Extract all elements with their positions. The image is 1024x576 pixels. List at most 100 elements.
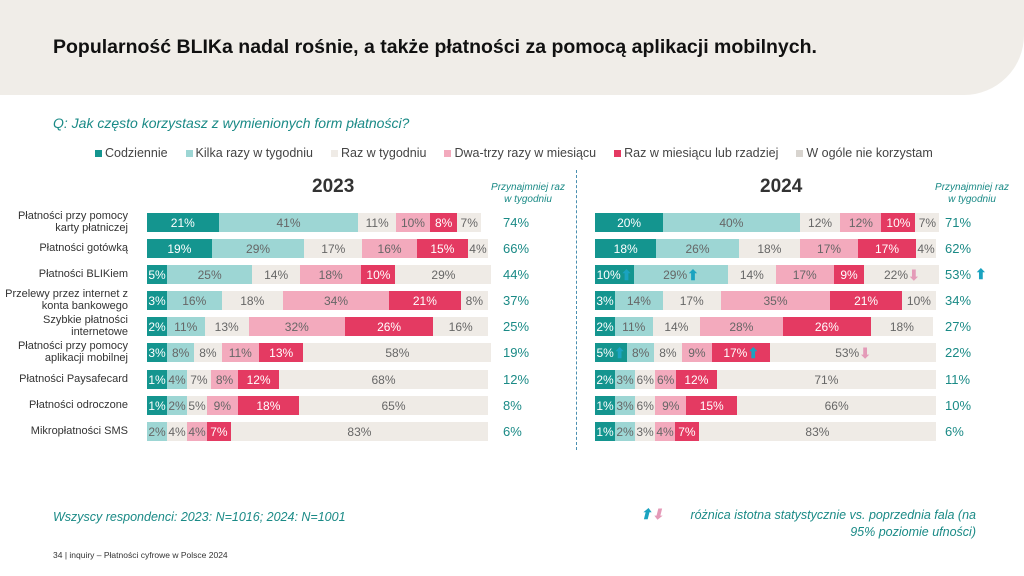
bar-segment: 20% [595,213,664,232]
page-footer: 34 | inquiry – Płatności cyfrowe w Polsc… [53,550,228,560]
segment-content: 11% [174,320,197,334]
segment-content: 65% [382,399,406,413]
bar-segment: 5% [147,265,167,284]
data-label: 19% [167,241,192,256]
weekly-value: 11% [945,372,1005,387]
segment-content: 9% [214,399,231,413]
bar-segment: 7% [207,422,231,441]
weekly-label: 19% [503,345,530,360]
year-2023-title: 2023 [312,176,355,197]
segment-content: 3% [616,399,633,413]
data-label: 40% [719,215,744,230]
segment-content: 12% [684,373,708,387]
data-label: 10% [906,293,931,308]
bar-segment: 58% [303,343,492,362]
segment-content: 41% [276,216,300,230]
data-label: 2% [148,424,166,439]
segment-content: 66% [825,399,849,413]
bar-segment: 10% [881,213,916,232]
segment-content: 10% [907,294,931,308]
segment-content: 8% [199,346,216,360]
data-label: 14% [264,267,289,282]
bar-segment: 40% [663,213,800,232]
arrow-up-icon: ⬆ [620,266,633,283]
segment-content: 28% [729,320,753,334]
segment-content: 5% [148,268,165,282]
segment-content: 13% [215,320,239,334]
segment-content: 18% [240,294,264,308]
weekly-value: 8% [503,398,563,413]
bar-segment: 16% [362,239,417,258]
weekly-label: 10% [945,398,972,413]
bar-segment: 5% [187,396,207,415]
data-label: 8% [215,372,234,387]
bar-segment: 26% [782,317,872,336]
segment-content: 18% [614,242,638,256]
bar-segment: 29% [211,239,305,258]
data-label: 11% [228,345,252,360]
segment-content: 21% [854,294,878,308]
page-title: Popularność BLIKa nadal rośnie, a także … [53,36,817,58]
weekly-value: 22% [945,345,1005,360]
bar-segment: 14% [615,291,663,310]
legend-item: Kilka razy w tygodniu [185,146,313,160]
stacked-bar: 1% 3% 6% 9% 15% 66% [595,396,936,415]
weekly-value: 6% [503,424,563,439]
segment-content: 1% [596,399,613,413]
data-label: 2% [148,319,166,334]
segment-content: 10% [886,216,910,230]
data-label: 8% [631,345,650,360]
category-label: Płatności Paysafecard [19,373,128,385]
stacked-bar: 1% 4% 7% 8% 12% 68% [147,370,488,389]
segment-content: 32% [285,320,309,334]
segment-content: 5% ⬆ [596,346,625,360]
segment-content: 17% [875,242,899,256]
legend-label: W ogóle nie korzystam [806,146,933,160]
data-label: 17% [874,241,900,256]
data-label: 18% [613,241,638,256]
segment-content: 14% [627,294,651,308]
bar-segment: 10% [901,291,936,310]
segment-content: 4% [656,425,673,439]
bar-segment: 4% [655,422,675,441]
data-label: 3% [148,345,166,360]
segment-content: 40% [719,216,743,230]
data-label: 7% [460,215,478,230]
segment-content: 3% [636,425,653,439]
bar-segment: 15% [416,239,468,258]
bar-segment: 6% [635,396,656,415]
weekly-value: 19% [503,345,563,360]
segment-content: 2% [168,399,185,413]
data-label: 11% [622,319,646,334]
legend-swatch [444,149,452,157]
bar-segment: 29% ⬆ [634,265,728,284]
segment-content: 9% [688,346,705,360]
segment-content: 4% [917,242,934,256]
segment-content: 16% [378,242,402,256]
segment-content: 7% [919,216,936,230]
bar-segment: 21% [830,291,902,310]
segment-content: 83% [347,425,371,439]
data-label: 5% [148,267,166,282]
stacked-bar: 3% 16% 18% 34% 21% 8% [147,291,488,310]
data-label: 3% [616,372,634,387]
weekly-value: 74% [503,215,563,230]
segment-content: 20% [617,216,641,230]
bar-segment: 10% ⬆ [595,265,634,284]
bar-segment: 83% [698,422,936,441]
weekly-label: 27% [945,319,972,334]
data-label: 68% [371,372,396,387]
data-label: 4% [656,424,674,439]
segment-content: 17% [680,294,704,308]
segment-content: 1% [148,399,165,413]
data-label: 6% [657,372,675,387]
weekly-value: 12% [503,372,563,387]
data-label: 9% [840,267,858,282]
data-label: 10% [596,267,621,282]
bar-segment: 6% [655,370,676,389]
data-label: 7% [918,215,937,230]
data-label: 8% [199,345,217,360]
legend-swatch [95,149,102,157]
segment-content: 16% [449,320,473,334]
stacked-bar: 19% 29% 17% 16% 15% 4% [147,239,488,258]
